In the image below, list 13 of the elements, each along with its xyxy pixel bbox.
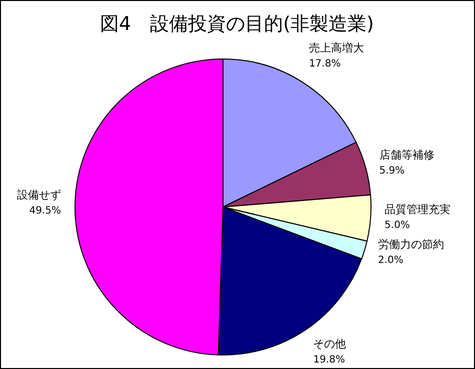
data-label: 49.5% [29, 205, 62, 216]
chart-title: 図4 設備投資の目的(非製造業) [100, 13, 374, 35]
data-label: 17.8% [308, 58, 341, 70]
slice-label: 売上高増大 [308, 42, 364, 55]
slice-label: その他 [313, 338, 346, 351]
slice-label: 労働力の節約 [378, 238, 444, 252]
data-label: 5.9% [379, 165, 405, 176]
data-label: 2.0% [378, 255, 404, 266]
slice-label: 店舗等補修 [379, 148, 434, 162]
data-label: 5.0% [384, 220, 410, 232]
slice-label: 品質管理充実 [384, 203, 451, 216]
data-label: 19.8% [313, 354, 345, 366]
slice-label: 設備せず [17, 188, 62, 202]
